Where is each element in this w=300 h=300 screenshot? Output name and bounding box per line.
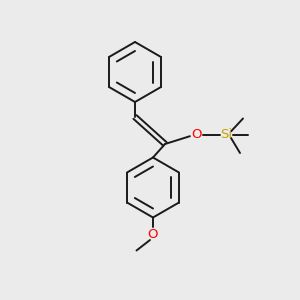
Text: O: O xyxy=(191,128,202,142)
Text: Si: Si xyxy=(220,128,232,142)
Text: O: O xyxy=(148,227,158,241)
